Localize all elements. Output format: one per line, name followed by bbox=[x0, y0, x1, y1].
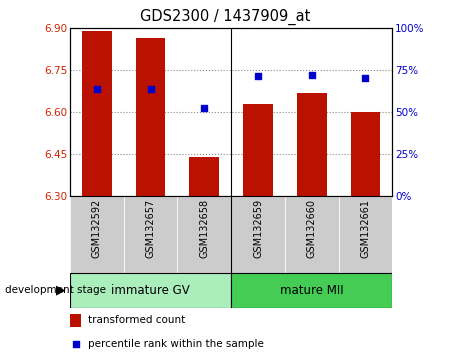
Point bbox=[308, 72, 315, 78]
Point bbox=[93, 87, 101, 92]
Text: immature GV: immature GV bbox=[111, 284, 190, 297]
Point bbox=[72, 341, 79, 347]
Bar bbox=[297, 93, 327, 196]
Text: GSM132660: GSM132660 bbox=[307, 199, 317, 258]
Bar bbox=[243, 104, 273, 196]
Text: GSM132659: GSM132659 bbox=[253, 199, 263, 258]
Bar bbox=[231, 273, 392, 308]
Text: GDS2300 / 1437909_at: GDS2300 / 1437909_at bbox=[140, 9, 311, 25]
Text: GSM132658: GSM132658 bbox=[199, 199, 209, 258]
Bar bbox=[351, 113, 380, 196]
Point bbox=[201, 105, 208, 110]
Point bbox=[362, 75, 369, 81]
Bar bbox=[285, 196, 339, 273]
Bar bbox=[136, 38, 166, 196]
Text: GSM132661: GSM132661 bbox=[360, 199, 371, 258]
Bar bbox=[70, 314, 81, 327]
Text: development stage: development stage bbox=[5, 285, 106, 295]
Bar bbox=[231, 196, 285, 273]
Text: mature MII: mature MII bbox=[280, 284, 344, 297]
Bar bbox=[339, 196, 392, 273]
Bar bbox=[82, 31, 111, 196]
Point bbox=[254, 73, 262, 79]
Bar bbox=[189, 157, 219, 196]
Bar bbox=[70, 273, 231, 308]
Text: percentile rank within the sample: percentile rank within the sample bbox=[87, 339, 263, 349]
Bar bbox=[70, 196, 124, 273]
Text: transformed count: transformed count bbox=[87, 315, 185, 325]
Bar bbox=[124, 196, 177, 273]
Text: GSM132592: GSM132592 bbox=[92, 199, 102, 258]
Text: GSM132657: GSM132657 bbox=[146, 199, 156, 258]
Bar bbox=[177, 196, 231, 273]
Text: ▶: ▶ bbox=[56, 284, 65, 297]
Point bbox=[147, 87, 154, 92]
